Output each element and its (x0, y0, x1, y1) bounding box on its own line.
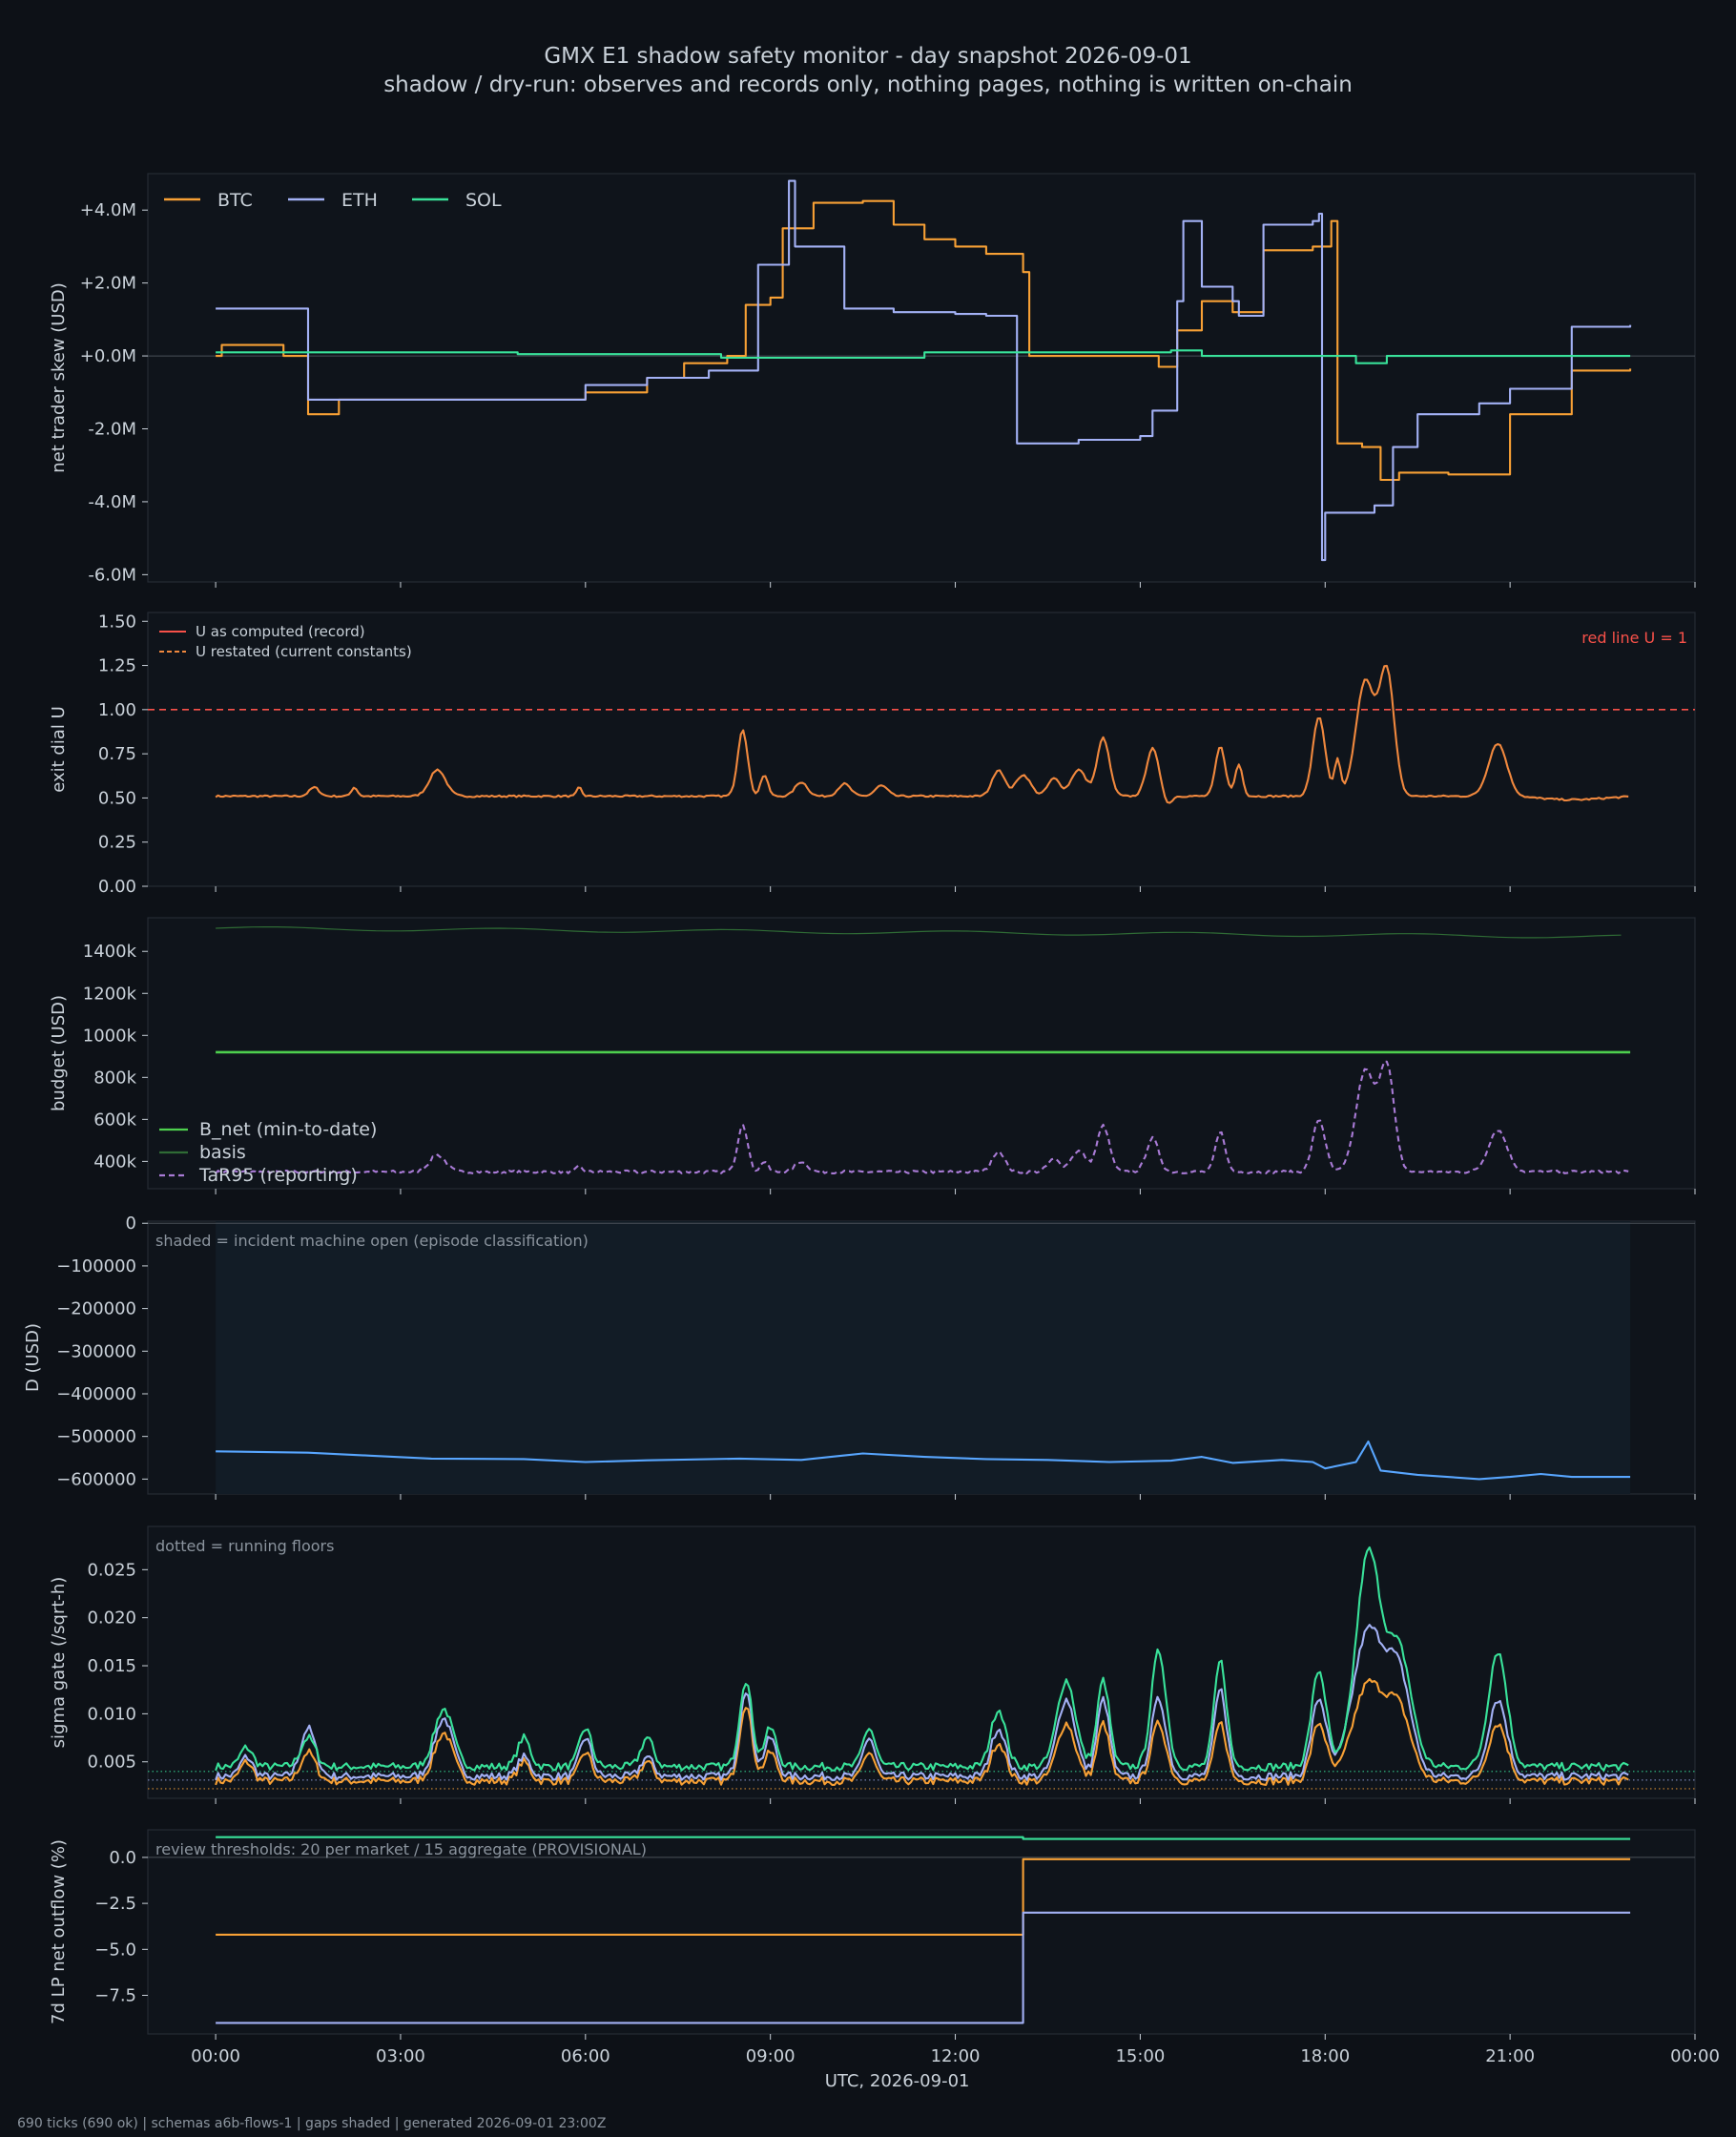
x-tick-label: 09:00 (746, 2046, 796, 2066)
x-tick-label: 15:00 (1115, 2046, 1165, 2066)
incident-shade (216, 1221, 1631, 1494)
chart-panels: +4.0M +2.0M +0.0M -2.0M -4.0M -6.0M net trader… (23, 173, 1720, 2091)
y-axis-label: 7d LP net outflow (%) (49, 1839, 69, 2024)
legend-label: ETH (341, 190, 378, 211)
panel-budget: 400k 600k 800k 1000k 1200k 1400k budget (USD) B… (49, 917, 1696, 1194)
y-tick-label: 600k (93, 1110, 136, 1130)
y-tick-label: −300000 (56, 1341, 136, 1361)
series-u-as-computed-record- (215, 664, 1629, 804)
y-tick-label: 1400k (83, 942, 137, 962)
series-eth (215, 1624, 1629, 1781)
y-tick-label: 0.75 (98, 744, 136, 764)
series-drawdown (216, 1440, 1631, 1481)
series-eth (216, 179, 1632, 562)
red-line-annotation: red line U = 1 (1581, 629, 1687, 647)
x-tick-label: 03:00 (376, 2046, 425, 2066)
x-tick-label: 18:00 (1300, 2046, 1350, 2066)
y-tick-label: 0.005 (87, 1753, 136, 1773)
plot-area (147, 173, 1696, 583)
plot-area (147, 612, 1696, 887)
y-tick-label: -2.0M (88, 420, 136, 440)
legend-label: SOL (465, 190, 502, 211)
figure-title: GMX E1 shadow safety monitor - day snaps… (544, 44, 1191, 69)
y-tick-label: 0.015 (87, 1656, 136, 1676)
legend-label: U restated (current constants) (196, 643, 412, 660)
x-tick-label: 00:00 (1670, 2046, 1720, 2066)
series-sol (216, 1836, 1631, 1840)
series-sol (215, 1546, 1629, 1772)
plot-area (147, 1525, 1696, 1799)
series-sol (216, 349, 1631, 364)
x-tick-label: 00:00 (191, 2046, 240, 2066)
panel-annotation: review thresholds: 20 per market / 15 ag… (155, 1840, 647, 1858)
y-tick-label: 1200k (83, 984, 137, 1004)
x-tick-label: 21:00 (1485, 2046, 1535, 2066)
y-tick-label: −500000 (56, 1427, 136, 1447)
legend-label: U as computed (record) (196, 623, 365, 640)
legend-label: B_net (min-to-date) (199, 1119, 377, 1140)
y-tick-label: −400000 (56, 1384, 136, 1404)
x-tick-label: 06:00 (561, 2046, 610, 2066)
series-tar95-reporting- (215, 1060, 1629, 1174)
y-tick-label: 0.25 (98, 833, 136, 853)
y-tick-label: −7.5 (94, 1986, 136, 2006)
y-tick-label: 0.020 (87, 1608, 136, 1629)
y-tick-label: 800k (93, 1068, 136, 1088)
y-tick-label: 0.00 (98, 877, 136, 897)
y-tick-label: -6.0M (88, 565, 136, 585)
y-tick-label: -4.0M (88, 492, 136, 512)
y-tick-label: 0.0 (109, 1848, 136, 1868)
x-axis-label: UTC, 2026-09-01 (825, 2071, 970, 2091)
y-tick-label: −5.0 (94, 1940, 136, 1960)
y-tick-label: 0.50 (98, 788, 136, 808)
y-axis-label: budget (USD) (49, 995, 69, 1111)
footer-status: 690 ticks (690 ok) | schemas a6b-flows-1… (17, 2116, 606, 2131)
y-tick-label: 1.25 (98, 656, 136, 676)
y-tick-label: 0.010 (87, 1704, 136, 1724)
legend-label: TaR95 (reporting) (198, 1165, 358, 1186)
y-tick-label: −100000 (56, 1256, 136, 1276)
y-tick-label: 400k (93, 1151, 136, 1172)
y-axis-label: exit dial U (49, 706, 69, 793)
y-tick-label: 1.00 (98, 700, 136, 720)
y-tick-label: −200000 (56, 1299, 136, 1319)
y-tick-label: +0.0M (80, 346, 136, 366)
series-btc (215, 1677, 1629, 1786)
x-tick-label: 12:00 (931, 2046, 981, 2066)
figure-subtitle: shadow / dry-run: observes and records o… (383, 73, 1353, 97)
y-tick-label: 1000k (83, 1026, 137, 1046)
panel-skew: +4.0M +2.0M +0.0M -2.0M -4.0M -6.0M net trader… (49, 173, 1696, 588)
y-tick-label: −600000 (56, 1469, 136, 1489)
panel-annotation: shaded = incident machine open (episode … (155, 1232, 589, 1250)
y-tick-label: +2.0M (80, 274, 136, 294)
panel-exit_dial: 0.00 0.25 0.50 0.75 1.00 1.25 1.50 exit dial U r… (49, 612, 1696, 897)
y-tick-label: −2.5 (94, 1894, 136, 1914)
y-axis-label: sigma gate (/sqrt-h) (49, 1577, 69, 1749)
panel-sigma: 0.005 0.010 0.015 0.020 0.025 sigma gate (/sq… (49, 1525, 1696, 1804)
y-tick-label: +4.0M (80, 200, 136, 220)
y-axis-label: D (USD) (23, 1323, 43, 1392)
y-tick-label: 1.50 (98, 612, 136, 632)
series-btc (216, 1857, 1631, 1936)
series-basis (216, 926, 1622, 939)
panel-annotation: dotted = running floors (155, 1537, 334, 1555)
legend-label: BTC (217, 190, 253, 211)
panel-drawdown: 0 −100000 −200000 −300000 −400000 −500000 −600… (23, 1214, 1696, 1500)
panel-lp_outflow: 0.0 −2.5 −5.0 −7.5 7d LP net outflow (%) revi… (49, 1829, 1696, 2040)
y-tick-label: 0.025 (87, 1560, 136, 1580)
y-tick-label: 0 (126, 1214, 136, 1234)
plot-area (147, 1829, 1696, 2035)
series-eth (216, 1911, 1631, 2024)
legend-label: basis (199, 1142, 246, 1163)
y-axis-label: net trader skew (USD) (49, 282, 69, 473)
